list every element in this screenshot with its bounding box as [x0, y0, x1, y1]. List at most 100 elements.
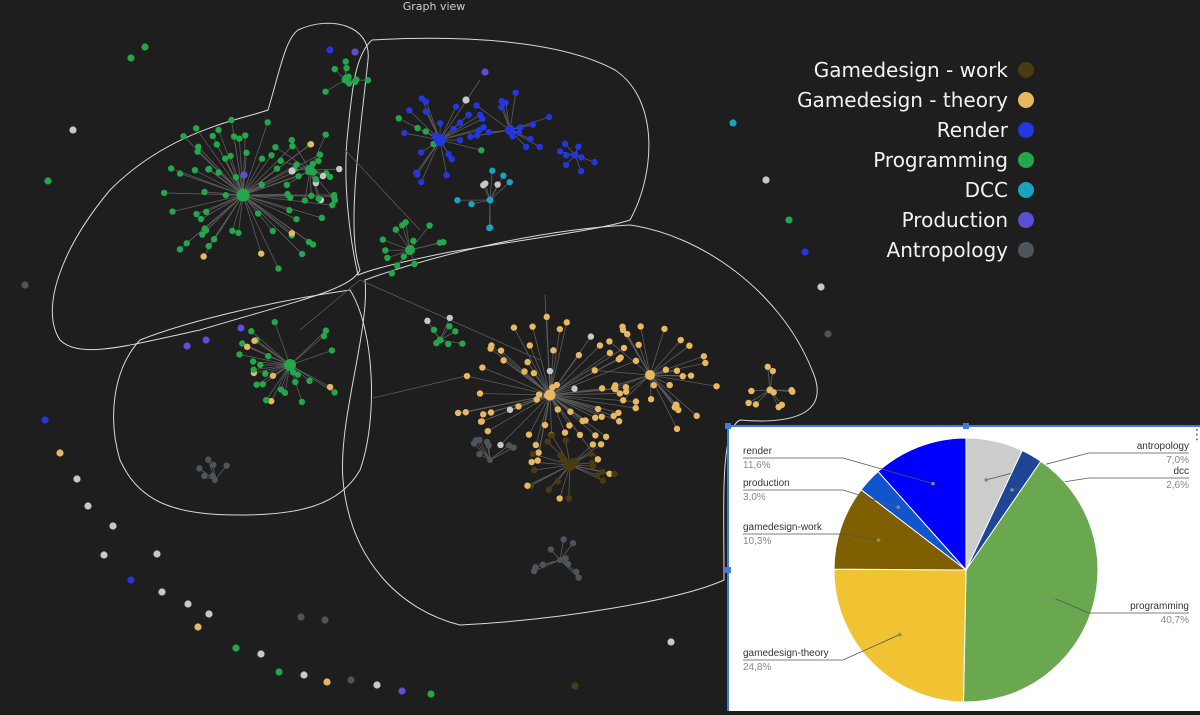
graph-node[interactable]	[610, 413, 616, 419]
graph-node[interactable]	[264, 119, 270, 125]
graph-node[interactable]	[457, 119, 463, 125]
graph-node[interactable]	[236, 351, 242, 357]
graph-node[interactable]	[544, 438, 550, 444]
graph-node[interactable]	[243, 150, 249, 156]
graph-node[interactable]	[598, 441, 604, 447]
graph-node[interactable]	[223, 462, 229, 468]
graph-node[interactable]	[753, 401, 759, 407]
graph-node[interactable]	[579, 418, 585, 424]
graph-node[interactable]	[308, 193, 314, 199]
graph-node[interactable]	[516, 130, 522, 136]
graph-node[interactable]	[127, 576, 134, 583]
graph-node[interactable]	[567, 409, 573, 415]
graph-node[interactable]	[686, 343, 692, 349]
graph-node[interactable]	[530, 121, 536, 127]
graph-node[interactable]	[542, 422, 548, 428]
graph-node[interactable]	[524, 483, 530, 489]
graph-node[interactable]	[373, 681, 380, 688]
graph-node[interactable]	[365, 77, 371, 83]
graph-node[interactable]	[287, 194, 293, 200]
graph-node[interactable]	[557, 148, 563, 154]
graph-node[interactable]	[295, 173, 301, 179]
graph-node[interactable]	[201, 473, 207, 479]
graph-node[interactable]	[393, 226, 399, 232]
graph-node[interactable]	[621, 345, 627, 351]
graph-node[interactable]	[272, 319, 278, 325]
graph-node[interactable]	[320, 173, 326, 179]
graph-node[interactable]	[331, 389, 337, 395]
graph-node[interactable]	[548, 546, 554, 552]
graph-node[interactable]	[396, 115, 402, 121]
graph-node[interactable]	[457, 137, 463, 143]
graph-node[interactable]	[633, 398, 639, 404]
graph-node[interactable]	[384, 255, 390, 261]
graph-node[interactable]	[169, 208, 175, 214]
graph-node[interactable]	[257, 362, 263, 368]
graph-node[interactable]	[702, 360, 708, 366]
graph-node[interactable]	[544, 314, 550, 320]
graph-node[interactable]	[467, 134, 473, 140]
graph-node[interactable]	[498, 347, 504, 353]
graph-node[interactable]	[205, 610, 212, 617]
graph-node[interactable]	[674, 368, 680, 374]
graph-node[interactable]	[515, 403, 521, 409]
graph-node[interactable]	[546, 114, 552, 120]
graph-node[interactable]	[507, 179, 513, 185]
graph-node[interactable]	[278, 158, 284, 164]
graph-node[interactable]	[237, 189, 250, 202]
graph-node[interactable]	[389, 270, 395, 276]
graph-node[interactable]	[284, 359, 296, 371]
graph-node[interactable]	[545, 390, 556, 401]
graph-node[interactable]	[305, 165, 315, 175]
graph-node[interactable]	[600, 477, 606, 483]
graph-node[interactable]	[319, 215, 325, 221]
graph-node[interactable]	[571, 386, 577, 392]
graph-node[interactable]	[566, 495, 572, 501]
resize-handle-top[interactable]	[963, 423, 969, 429]
graph-node[interactable]	[459, 340, 465, 346]
graph-node[interactable]	[566, 422, 572, 428]
graph-node[interactable]	[427, 690, 434, 697]
graph-node[interactable]	[526, 431, 532, 437]
graph-node[interactable]	[289, 137, 295, 143]
graph-node[interactable]	[595, 406, 601, 412]
graph-node[interactable]	[434, 134, 446, 146]
graph-node[interactable]	[299, 251, 305, 257]
graph-node[interactable]	[332, 197, 338, 203]
graph-node[interactable]	[513, 90, 519, 96]
graph-node[interactable]	[616, 418, 622, 424]
graph-node[interactable]	[572, 152, 579, 159]
graph-node[interactable]	[284, 182, 290, 188]
graph-node[interactable]	[484, 439, 490, 445]
graph-node[interactable]	[562, 141, 568, 147]
graph-node[interactable]	[293, 216, 299, 222]
graph-node[interactable]	[674, 426, 680, 432]
graph-node[interactable]	[454, 197, 460, 203]
graph-node[interactable]	[505, 125, 515, 135]
graph-node[interactable]	[767, 387, 774, 394]
graph-node[interactable]	[633, 405, 639, 411]
graph-node[interactable]	[445, 151, 451, 157]
graph-node[interactable]	[619, 323, 625, 329]
graph-node[interactable]	[443, 172, 449, 178]
resize-handle-top-left[interactable]	[725, 423, 731, 429]
graph-node[interactable]	[592, 432, 598, 438]
graph-node[interactable]	[666, 382, 672, 388]
graph-node[interactable]	[637, 323, 643, 329]
graph-node[interactable]	[450, 126, 456, 132]
graph-node[interactable]	[308, 141, 314, 147]
graph-node[interactable]	[528, 459, 534, 465]
graph-node[interactable]	[507, 407, 513, 413]
graph-node[interactable]	[531, 568, 537, 574]
graph-node[interactable]	[453, 104, 459, 110]
graph-node[interactable]	[607, 350, 613, 356]
graph-node[interactable]	[478, 147, 484, 153]
graph-node[interactable]	[663, 367, 669, 373]
graph-node[interactable]	[214, 141, 220, 147]
graph-node[interactable]	[437, 120, 443, 126]
graph-node[interactable]	[477, 112, 483, 118]
graph-node[interactable]	[678, 337, 684, 343]
graph-node[interactable]	[431, 327, 437, 333]
graph-node[interactable]	[327, 174, 333, 180]
graph-node[interactable]	[788, 387, 794, 393]
